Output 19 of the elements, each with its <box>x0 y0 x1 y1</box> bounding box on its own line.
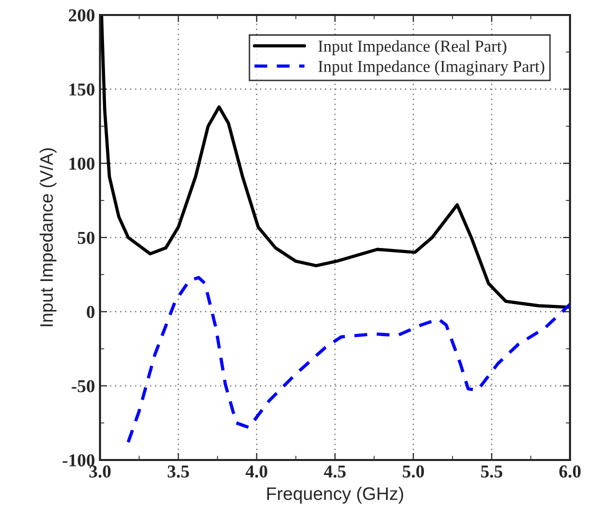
x-tick-label: 6.0 <box>559 465 581 478</box>
y-axis-title: Input Impedance (V/A) <box>40 148 56 326</box>
y-tick-label: -100 <box>62 454 94 466</box>
y-tick-label: -50 <box>72 380 94 392</box>
x-tick-label: 5.5 <box>481 466 502 478</box>
line-series <box>126 276 572 444</box>
x-tick-label: 5.0 <box>402 465 424 478</box>
x-tick-label: 3.5 <box>168 465 189 478</box>
x-tick-label: 4.5 <box>324 466 346 478</box>
legend-label: Input Impedance (Real Part) <box>318 40 506 56</box>
x-axis-title: Frequency (GHz) <box>267 486 404 504</box>
y-tick-label: 100 <box>70 158 94 170</box>
y-tick-label: 50 <box>78 232 94 244</box>
x-tick-label: 3.0 <box>89 465 111 478</box>
legend-label: Input Impedance (Imaginary Part) <box>318 60 544 76</box>
y-tick-label: 200 <box>68 9 94 22</box>
y-tick-label: 150 <box>70 83 94 96</box>
x-tick-label: 4.0 <box>246 465 268 478</box>
y-tick-label: 0 <box>86 306 94 318</box>
